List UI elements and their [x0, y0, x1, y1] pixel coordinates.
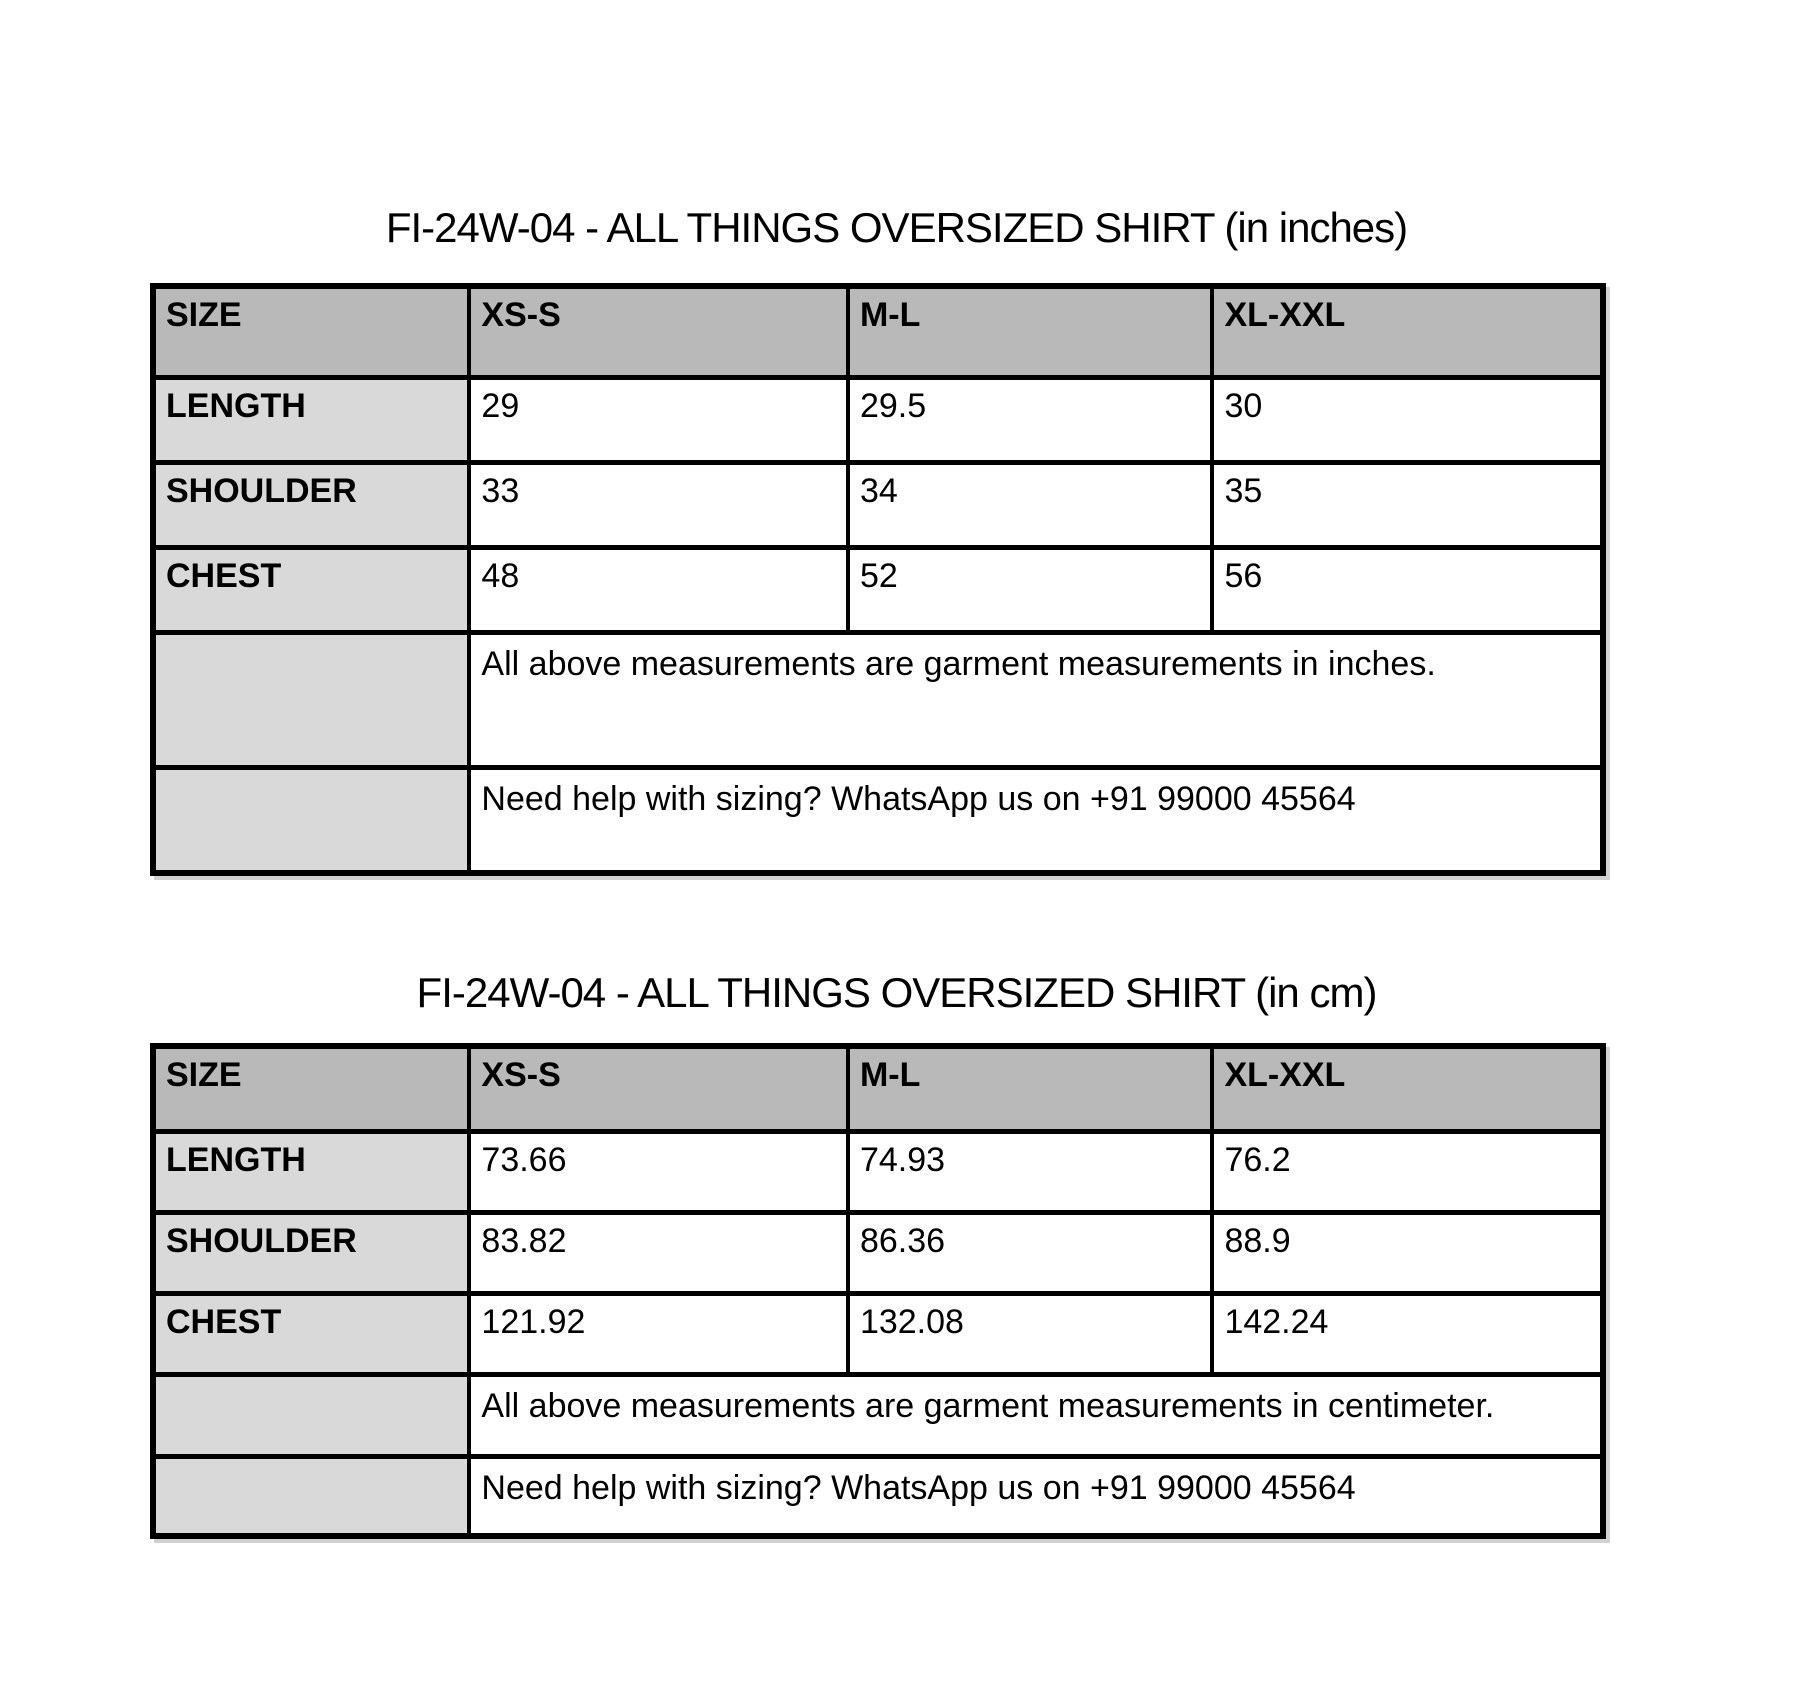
size-chart-title-cm: FI-24W-04 - ALL THINGS OVERSIZED SHIRT (…: [416, 969, 1378, 1017]
row-label-length: LENGTH: [150, 375, 472, 466]
cell-value: 142.24: [1210, 1290, 1605, 1377]
note-text-whatsapp: Need help with sizing? WhatsApp us on +9…: [481, 1468, 1356, 1507]
cell-value: 34: [845, 460, 1215, 551]
size-chart-title-inches: FI-24W-04 - ALL THINGS OVERSIZED SHIRT (…: [385, 204, 1408, 251]
empty-label-cell: [150, 1453, 472, 1539]
note-cell: All above measurements are garment measu…: [467, 1371, 1605, 1459]
cell-value: 121.92: [467, 1290, 850, 1377]
column-header-m-l: M-L: [845, 283, 1215, 381]
size-table-inches: SIZE XS-S M-L XL-XXL LENGTH 29 29.5 30 S…: [150, 283, 1606, 877]
table-row-length: LENGTH 29 29.5 30: [150, 375, 1605, 466]
cell-value: 29.5: [845, 375, 1215, 466]
note-cell: All above measurements are garment measu…: [467, 630, 1605, 771]
row-label-shoulder: SHOULDER: [150, 1209, 472, 1296]
row-label-shoulder: SHOULDER: [150, 460, 472, 551]
cell-value: 35: [1210, 460, 1605, 551]
cell-value: 88.9: [1210, 1209, 1605, 1296]
column-header-xl-xxl: XL-XXL: [1210, 283, 1605, 381]
cell-value: 33: [467, 460, 850, 551]
size-table-cm: SIZE XS-S M-L XL-XXL LENGTH 73.66 74.93 …: [150, 1042, 1606, 1539]
note-cell: Need help with sizing? WhatsApp us on +9…: [467, 765, 1605, 876]
note-text-whatsapp: Need help with sizing? WhatsApp us on +9…: [481, 780, 1356, 819]
note-cell: Need help with sizing? WhatsApp us on +9…: [467, 1453, 1605, 1539]
note-row-measurements: All above measurements are garment measu…: [150, 1371, 1605, 1459]
cell-value: 29: [467, 375, 850, 466]
row-label-chest: CHEST: [150, 545, 472, 636]
column-header-m-l: M-L: [845, 1043, 1215, 1134]
note-row-measurements: All above measurements are garment measu…: [150, 630, 1605, 771]
table-row-chest: CHEST 121.92 132.08 142.24: [150, 1290, 1605, 1377]
cell-value: 30: [1210, 375, 1605, 466]
empty-label-cell: [150, 765, 472, 876]
row-label-chest: CHEST: [150, 1290, 472, 1377]
column-header-xs-s: XS-S: [467, 1043, 850, 1134]
row-label-length: LENGTH: [150, 1128, 472, 1215]
cell-value: 86.36: [845, 1209, 1215, 1296]
table-row-shoulder: SHOULDER 33 34 35: [150, 460, 1605, 551]
cell-value: 52: [845, 545, 1215, 636]
column-header-xl-xxl: XL-XXL: [1210, 1043, 1605, 1134]
empty-label-cell: [150, 630, 472, 771]
note-row-whatsapp: Need help with sizing? WhatsApp us on +9…: [150, 765, 1605, 876]
header-row: SIZE XS-S M-L XL-XXL: [150, 283, 1605, 381]
table-row-chest: CHEST 48 52 56: [150, 545, 1605, 636]
column-header-size: SIZE: [150, 1043, 472, 1134]
table-row-shoulder: SHOULDER 83.82 86.36 88.9: [150, 1209, 1605, 1296]
cell-value: 73.66: [467, 1128, 850, 1215]
cell-value: 48: [467, 545, 850, 636]
header-row: SIZE XS-S M-L XL-XXL: [150, 1043, 1605, 1134]
column-header-xs-s: XS-S: [467, 283, 850, 381]
cell-value: 56: [1210, 545, 1605, 636]
note-text-measurements: All above measurements are garment measu…: [481, 1386, 1495, 1425]
table-row-length: LENGTH 73.66 74.93 76.2: [150, 1128, 1605, 1215]
note-row-whatsapp: Need help with sizing? WhatsApp us on +9…: [150, 1453, 1605, 1539]
cell-value: 132.08: [845, 1290, 1215, 1377]
cell-value: 76.2: [1210, 1128, 1605, 1215]
column-header-size: SIZE: [150, 283, 472, 381]
note-text-measurements: All above measurements are garment measu…: [481, 645, 1436, 684]
cell-value: 83.82: [467, 1209, 850, 1296]
cell-value: 74.93: [845, 1128, 1215, 1215]
empty-label-cell: [150, 1371, 472, 1459]
